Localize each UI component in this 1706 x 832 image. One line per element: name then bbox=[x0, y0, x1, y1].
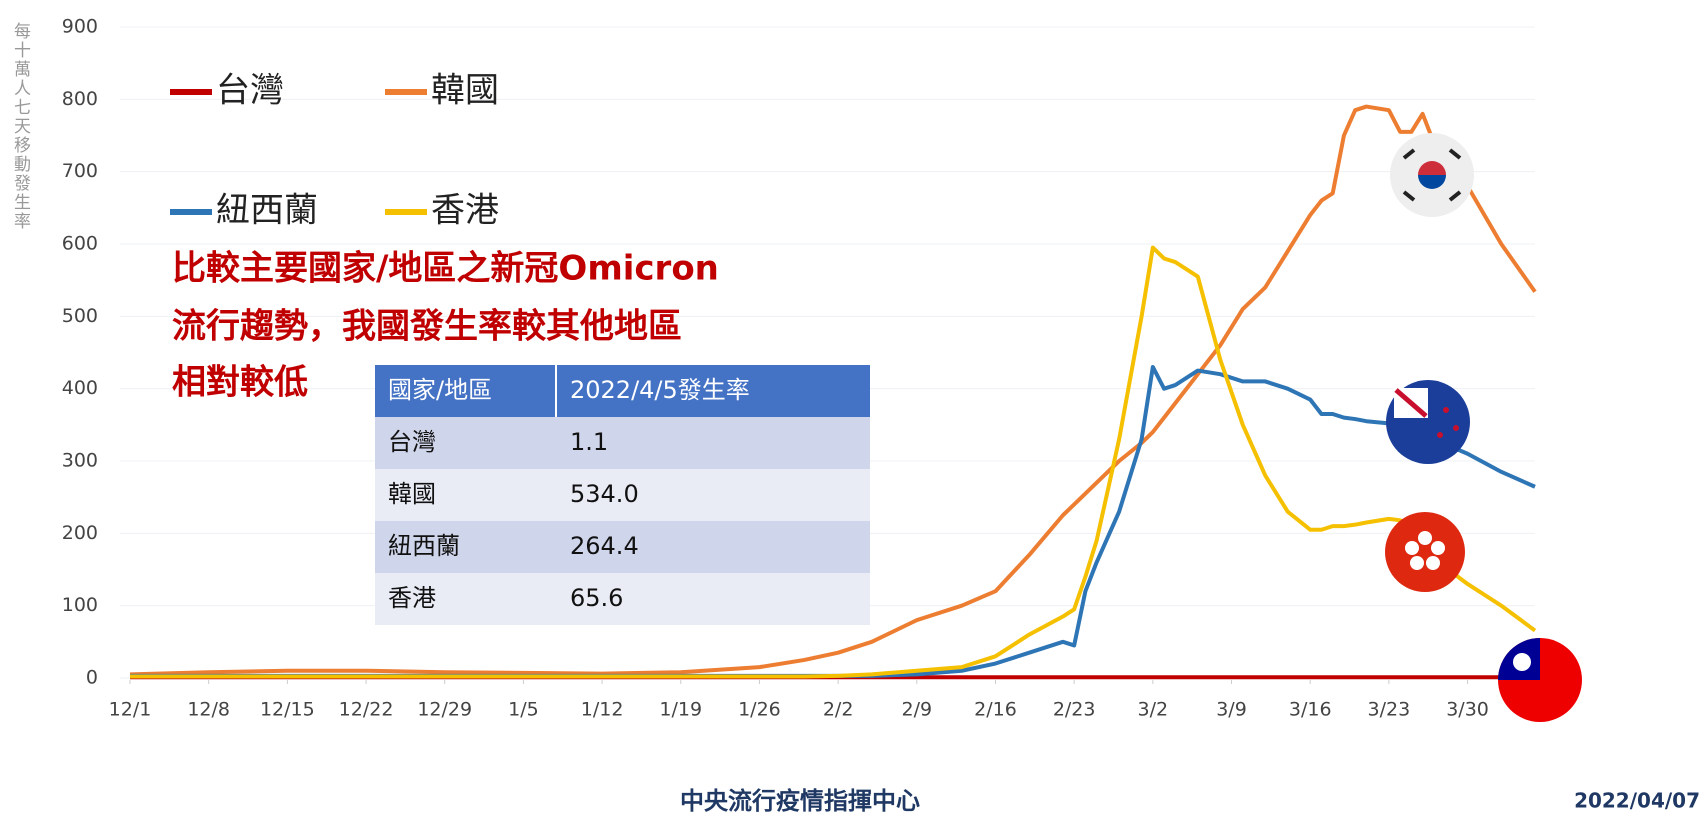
plot bbox=[120, 26, 1537, 684]
x-tick-label: 1/5 bbox=[508, 699, 539, 721]
x-tick-label: 3/16 bbox=[1289, 699, 1332, 721]
legend-label: 紐西蘭 bbox=[216, 191, 318, 231]
table-cell: 264.4 bbox=[570, 532, 639, 560]
y-tick-label: 200 bbox=[62, 522, 98, 544]
annotation: 相對較低 bbox=[172, 363, 308, 403]
flag-korea bbox=[1390, 133, 1474, 217]
x-tick-label: 3/23 bbox=[1368, 699, 1411, 721]
x-tick-label: 3/2 bbox=[1138, 699, 1169, 721]
legend-label: 香港 bbox=[431, 191, 499, 231]
x-tick-label: 12/15 bbox=[260, 699, 315, 721]
x-tick-label: 2/9 bbox=[902, 699, 933, 721]
y-tick-label: 100 bbox=[62, 594, 98, 616]
annotation: 流行趨勢，我國發生率較其他地區 bbox=[172, 307, 682, 347]
line bbox=[130, 245, 1537, 679]
source: 中央流行疫情指揮中心 bbox=[680, 787, 920, 815]
table-cell: 65.6 bbox=[570, 584, 623, 612]
x-tick-label: 2/2 bbox=[823, 699, 854, 721]
x-tick-label: 12/29 bbox=[417, 699, 472, 721]
legend-label: 台灣 bbox=[216, 71, 284, 111]
x-tick-label: 12/1 bbox=[109, 699, 152, 721]
table-cell: 紐西蘭 bbox=[388, 532, 460, 560]
legend-label: 韓國 bbox=[431, 71, 499, 111]
table-cell: 香港 bbox=[388, 584, 436, 612]
y-tick-label: 800 bbox=[62, 88, 98, 110]
x-tick-label: 1/12 bbox=[581, 699, 624, 721]
x-tick-label: 1/26 bbox=[738, 699, 781, 721]
table-header: 國家/地區 bbox=[388, 376, 492, 404]
x-tick-label: 3/9 bbox=[1216, 699, 1247, 721]
table-cell: 韓國 bbox=[388, 480, 436, 508]
table: 國家/地區 2022/4/5發生率 台灣 1.1 韓國 534.0 紐西蘭 26… bbox=[375, 365, 870, 625]
y-tick-label: 900 bbox=[62, 16, 98, 38]
y-tick-label: 600 bbox=[62, 233, 98, 255]
table-cell: 1.1 bbox=[570, 428, 608, 456]
table-cell: 台灣 bbox=[388, 428, 436, 456]
y-axis-label: 每十萬人七天移動發生率 bbox=[10, 22, 31, 231]
date: 2022/04/07 bbox=[1574, 789, 1700, 813]
x-tick-label: 2/16 bbox=[974, 699, 1017, 721]
flag-taiwan bbox=[1498, 638, 1582, 722]
x-tick-label: 12/8 bbox=[187, 699, 230, 721]
y-tick-label: 500 bbox=[62, 305, 98, 327]
annotation: 比較主要國家/地區之新冠Omicron bbox=[172, 249, 719, 289]
x-tick-label: 1/19 bbox=[659, 699, 702, 721]
flag-hong-kong bbox=[1385, 512, 1465, 592]
y-tick-label: 700 bbox=[62, 160, 98, 182]
flag-new-zealand bbox=[1386, 380, 1470, 464]
x-tick-label: 3/30 bbox=[1446, 699, 1489, 721]
line bbox=[129, 104, 1537, 677]
y-tick-label: 300 bbox=[62, 450, 98, 472]
table-header: 2022/4/5發生率 bbox=[570, 376, 750, 404]
y-tick-label: 400 bbox=[62, 377, 98, 399]
y-tick-label: 0 bbox=[86, 667, 98, 689]
x-tick-label: 2/23 bbox=[1053, 699, 1096, 721]
x-tick-label: 12/22 bbox=[339, 699, 394, 721]
table-cell: 534.0 bbox=[570, 480, 639, 508]
